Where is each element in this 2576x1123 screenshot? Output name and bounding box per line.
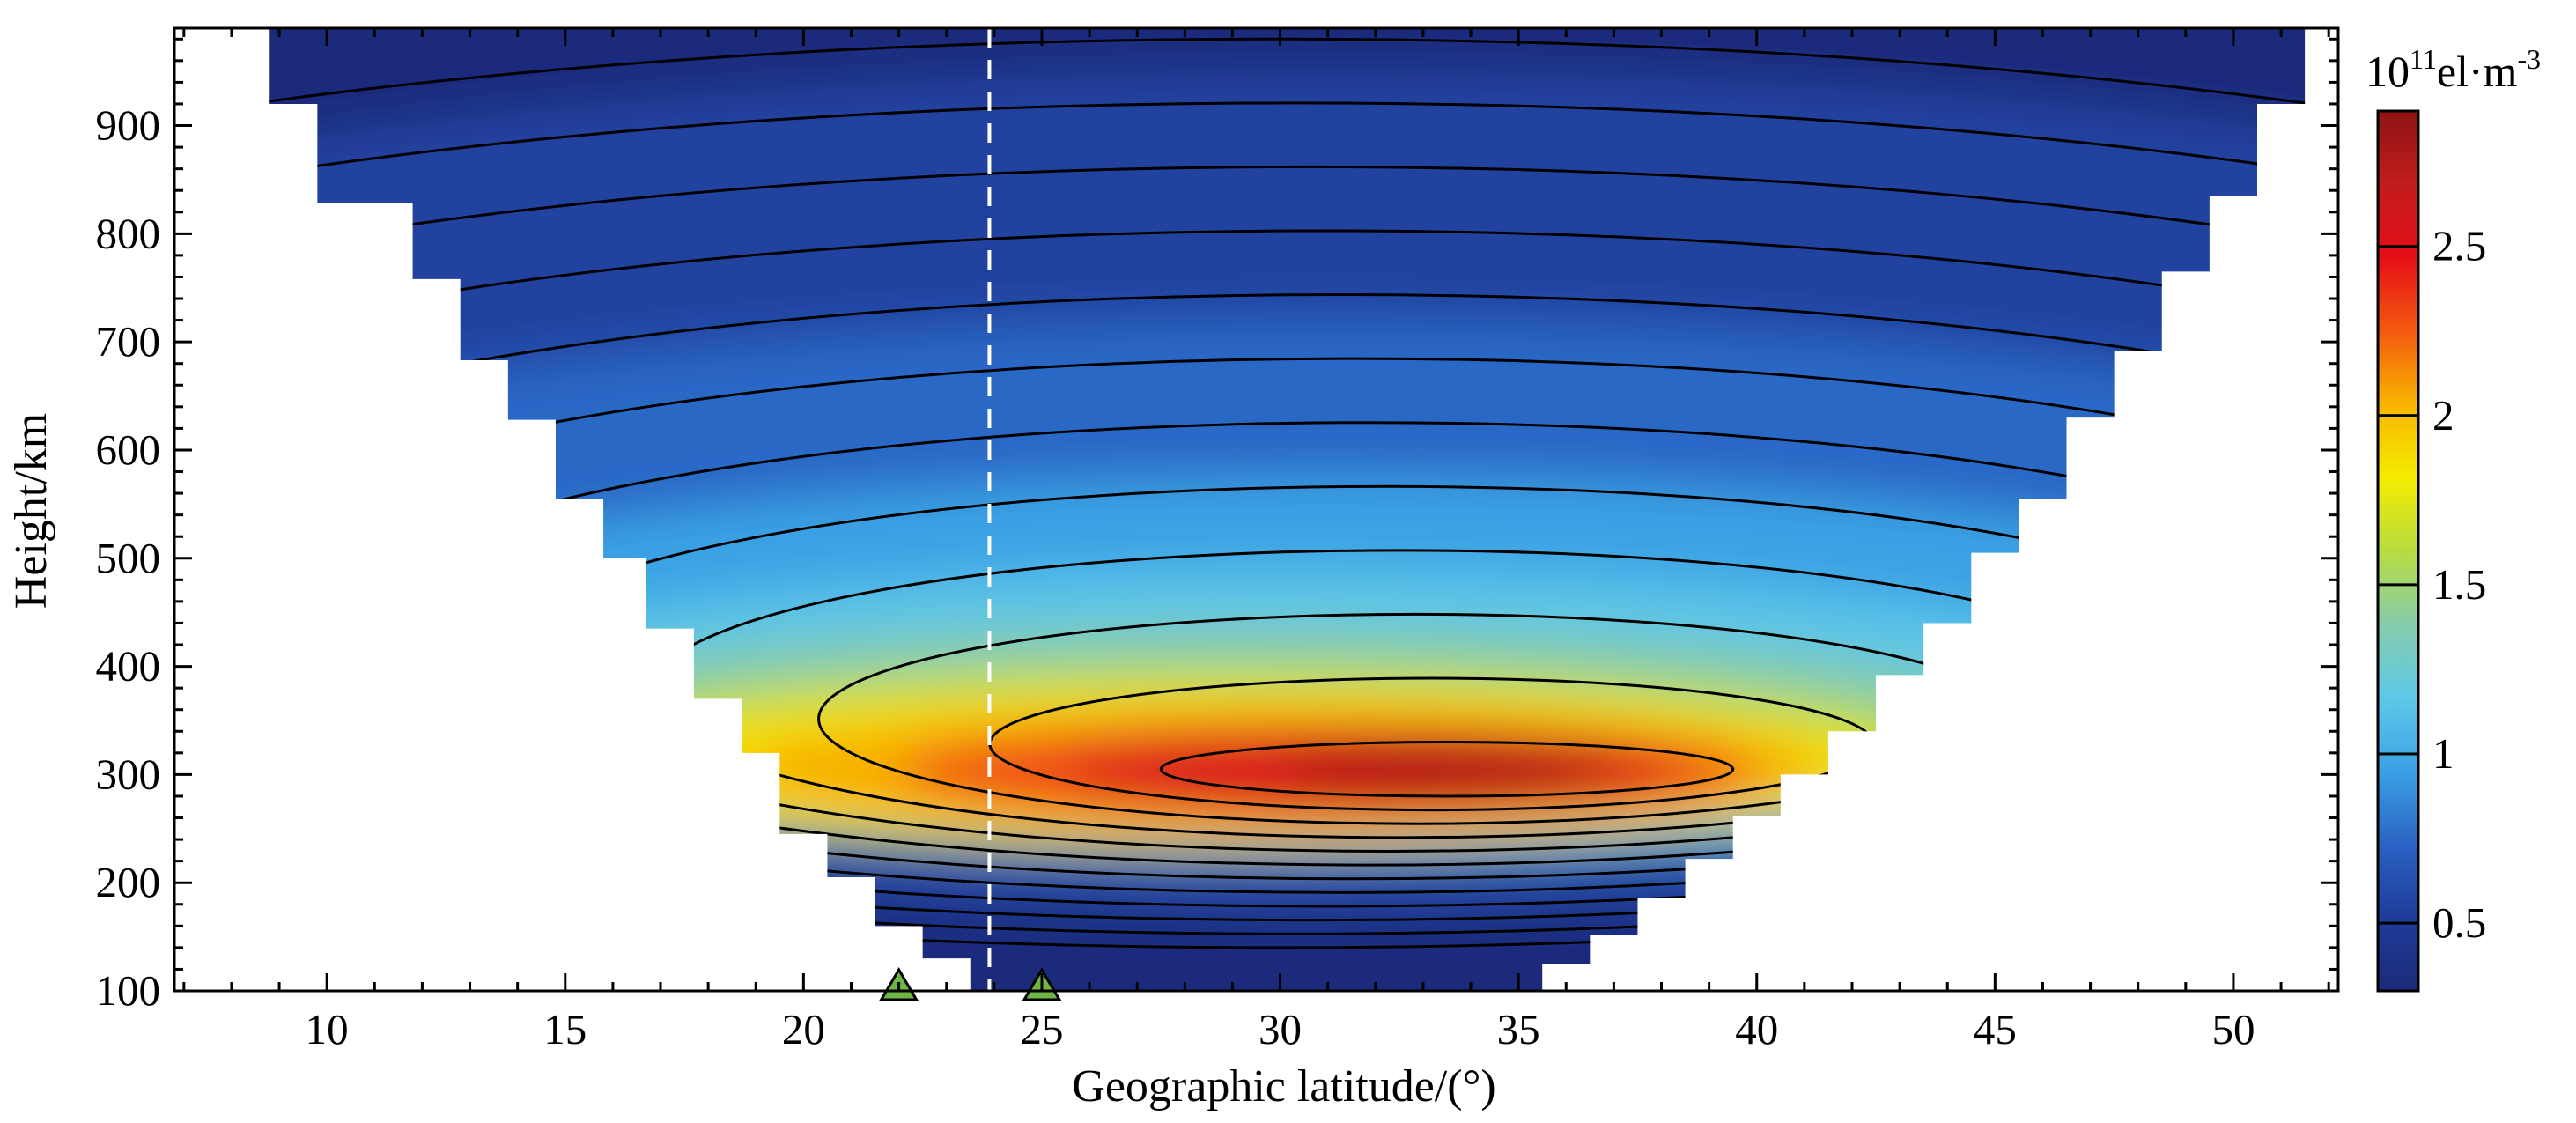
y-tick-label: 700 — [96, 317, 161, 366]
plot-frame — [173, 26, 2340, 993]
contour-line — [1159, 741, 1735, 798]
x-tick-label: 50 — [2211, 1005, 2255, 1053]
x-tick-label: 40 — [1735, 1005, 1778, 1053]
y-axis-label: Height/km — [6, 413, 56, 609]
x-tick-label: 35 — [1497, 1005, 1540, 1053]
x-tick-label: 45 — [1974, 1005, 2017, 1053]
x-axis: 10 15 20 25 30 35 40 45 50 — [182, 28, 2330, 1053]
colorbar-tick-label: 2.5 — [2432, 222, 2486, 270]
y-tick-label: 200 — [96, 858, 161, 906]
x-tick-label: 15 — [543, 1005, 587, 1053]
contour-line — [269, 357, 2338, 881]
contour-line — [269, 229, 2338, 908]
y-tick-label: 300 — [96, 750, 161, 798]
colorbar-gradient — [2376, 109, 2420, 993]
x-tick-label: 30 — [1258, 1005, 1302, 1053]
y-tick-label: 400 — [96, 642, 161, 691]
colorbar-unit: 1011el·m-3 — [2366, 43, 2541, 96]
colorbar-tick-label: 1.5 — [2432, 560, 2486, 609]
colorbar-tick-label: 0.5 — [2432, 898, 2486, 947]
y-tick-label: 900 — [96, 101, 161, 150]
x-tick-label: 25 — [1020, 1005, 1063, 1053]
x-tick-label: 20 — [782, 1005, 825, 1053]
x-axis-label: Geographic latitude/(°) — [1072, 1061, 1495, 1112]
x-tick-label: 10 — [306, 1005, 349, 1053]
y-tick-label: 600 — [96, 425, 161, 474]
density-field — [269, 28, 2338, 991]
colorbar-tick-label: 1 — [2432, 729, 2454, 778]
y-tick-label: 800 — [96, 209, 161, 257]
colorbar: 0.5 1 1.5 2 2.5 1011el·m-3 — [2366, 43, 2541, 993]
density-layer — [1280, 747, 1614, 791]
colorbar-tick-label: 2 — [2432, 391, 2454, 440]
contour-line — [269, 165, 2338, 922]
contour-line — [269, 101, 2338, 935]
y-axis: 100 200 300 400 500 600 700 800 900 — [96, 37, 2338, 1015]
contour-line — [269, 293, 2338, 894]
y-tick-label: 100 — [96, 966, 161, 1015]
y-tick-label: 500 — [96, 534, 161, 582]
